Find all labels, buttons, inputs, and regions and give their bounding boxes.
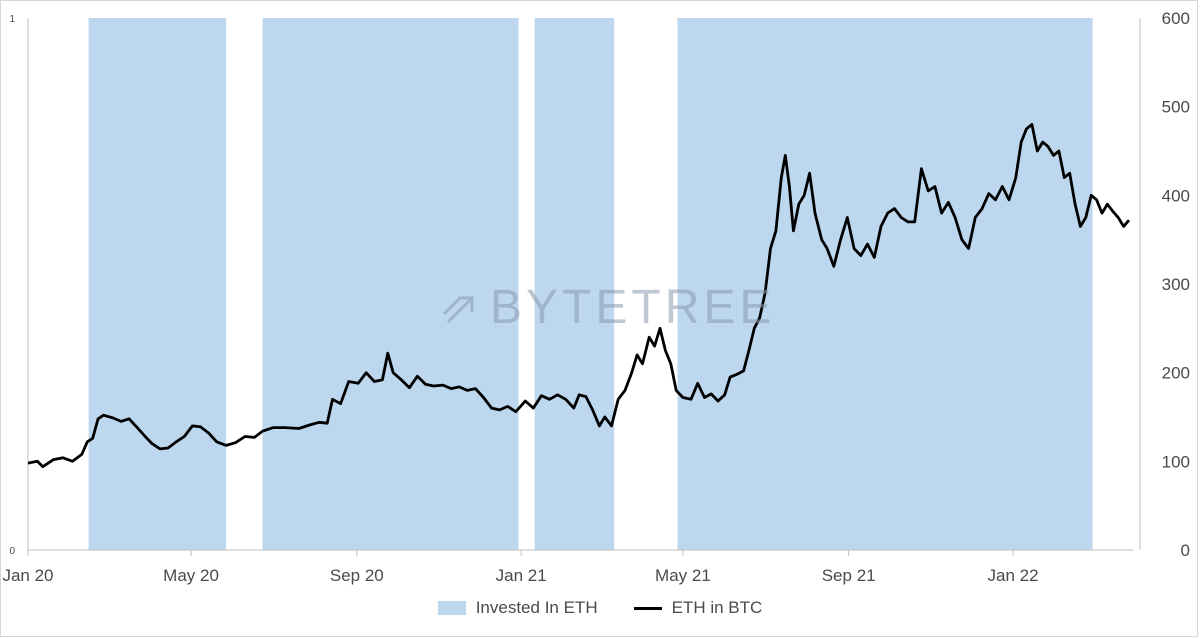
invested-region-2	[262, 18, 519, 550]
y-left-ticks: 01	[9, 14, 15, 557]
invested-region-4	[677, 18, 1093, 550]
chart-canvas: Jan 20 May 20 Sep 20 Jan 21 May 21 Sep 21 Jan …	[2, 9, 1190, 585]
watermark: BYTETREE	[440, 280, 775, 335]
x-tick-label: Sep 20	[330, 566, 384, 585]
axes	[27, 18, 1141, 551]
invested-region-3	[534, 18, 615, 550]
y-right-tick-label: 500	[1162, 98, 1190, 117]
legend-label-invested: Invested In ETH	[475, 598, 598, 617]
x-tick-label: May 20	[163, 566, 219, 585]
legend-swatch-area	[437, 601, 466, 615]
y-right-tick-label: 200	[1162, 364, 1190, 383]
y-left-tick-label: 1	[9, 14, 15, 25]
x-tick-label: Sep 21	[822, 566, 876, 585]
legend: Invested In ETH ETH in BTC	[0, 598, 1200, 618]
series-line-eth-in-btc	[27, 123, 1131, 469]
invested-regions	[88, 18, 1093, 550]
legend-item-invested: Invested In ETH	[437, 598, 598, 618]
y-right-tick-label: 0	[1181, 541, 1190, 560]
y-right-tick-label: 100	[1162, 452, 1190, 471]
x-tick-label: Jan 22	[988, 566, 1039, 585]
legend-label-eth-btc: ETH in BTC	[671, 598, 763, 617]
x-axis-ticks: Jan 20 May 20 Sep 20 Jan 21 May 21 Sep 21 Jan …	[2, 550, 1039, 585]
invested-region-1	[88, 18, 227, 550]
x-tick-label: May 21	[655, 566, 711, 585]
x-tick-label: Jan 21	[496, 566, 547, 585]
y-right-ticks: 0 100 200 300 400 500 600	[1162, 9, 1190, 560]
y-right-tick-label: 600	[1162, 9, 1190, 28]
y-right-tick-label: 400	[1162, 186, 1190, 205]
legend-item-eth-btc: ETH in BTC	[633, 598, 763, 618]
x-tick-label: Jan 20	[2, 566, 53, 585]
y-right-tick-label: 300	[1162, 275, 1190, 294]
bytetree-logo-icon	[442, 296, 474, 323]
y-left-tick-label: 0	[9, 546, 15, 557]
legend-swatch-line	[633, 606, 662, 610]
watermark-text: BYTETREE	[490, 281, 776, 334]
